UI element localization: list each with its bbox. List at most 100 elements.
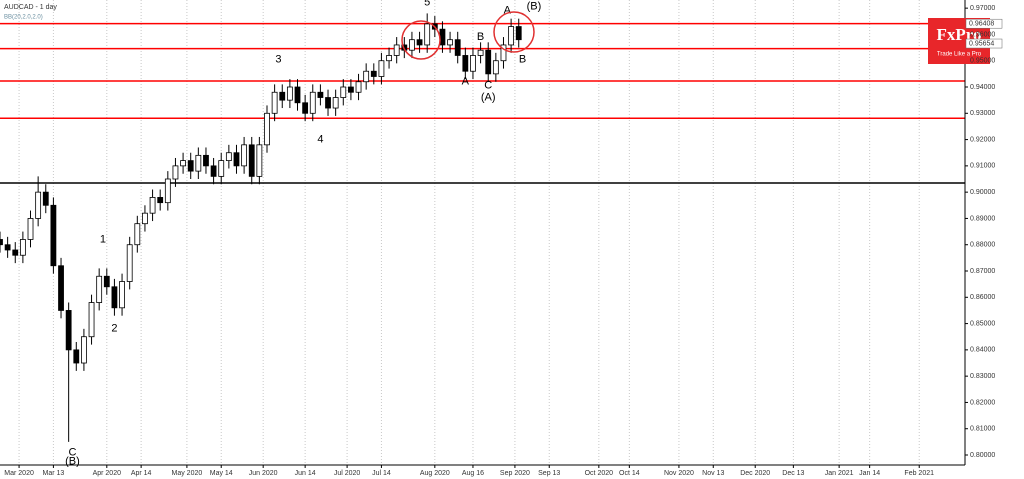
candle-body <box>65 310 72 351</box>
candle-body <box>508 26 515 46</box>
grid-layer <box>18 0 968 468</box>
candle-body <box>164 178 171 204</box>
x-tick-label: Jun 2020 <box>249 470 278 477</box>
candle-body <box>88 302 95 338</box>
x-tick-label: Aug 16 <box>462 470 484 477</box>
x-tick-label: Apr 14 <box>131 470 152 477</box>
highlight-circle <box>401 20 441 60</box>
x-tick-label: Oct 14 <box>619 470 640 477</box>
wave-label: B <box>519 53 526 65</box>
x-tick-label: Mar 2020 <box>4 470 34 477</box>
price-label: 0.95654 <box>969 40 994 47</box>
candle-body <box>42 191 49 206</box>
candle-body <box>19 239 26 256</box>
candle-body <box>96 275 103 303</box>
candles-layer <box>0 13 522 442</box>
y-tick-label: 0.87000 <box>970 268 995 275</box>
x-tick-label: Aug 2020 <box>420 470 450 477</box>
x-tick-label: Mar 13 <box>43 470 65 477</box>
candle-body <box>35 191 42 219</box>
candle-body <box>58 265 64 311</box>
candle-body <box>485 49 492 75</box>
candle-body <box>27 218 34 240</box>
wave-label: (A) <box>481 91 496 103</box>
chart-title: AUDCAD - 1 day <box>4 4 57 11</box>
candle-body <box>172 165 179 180</box>
x-tick-label: May 14 <box>210 470 233 477</box>
highlight-circle <box>493 11 535 53</box>
y-tick-label: 0.88000 <box>970 242 995 249</box>
candle-body <box>477 49 484 56</box>
candle-body <box>81 336 87 364</box>
wave-label: A <box>462 76 470 88</box>
candle-body <box>126 244 133 282</box>
candle-body <box>12 249 19 256</box>
candle-body <box>302 102 309 114</box>
candle-body <box>386 55 392 62</box>
candle-body <box>286 86 293 101</box>
y-tick-label: 0.81000 <box>970 426 995 433</box>
candle-body <box>325 97 331 109</box>
candle-body <box>309 91 316 114</box>
x-tick-label: Sep 13 <box>538 470 560 477</box>
candle-body <box>271 91 278 114</box>
candle-body <box>4 244 11 251</box>
x-tick-label: Apr 2020 <box>93 470 122 477</box>
levels-layer <box>0 22 965 184</box>
y-tick-label: 0.90000 <box>970 189 995 196</box>
candle-body <box>424 23 431 46</box>
y-tick-label: 0.95000 <box>970 58 995 65</box>
wave-label: C <box>68 446 76 458</box>
y-tick-label: 0.92000 <box>970 136 995 143</box>
candle-body <box>0 239 3 246</box>
candle-body <box>119 281 125 309</box>
candle-body <box>180 160 186 167</box>
candle-body <box>462 55 469 72</box>
candle-body <box>241 144 248 167</box>
x-tick-label: Jan 14 <box>859 470 880 477</box>
wave-label: 2 <box>111 323 117 335</box>
x-tick-label: Dec 13 <box>782 470 804 477</box>
candle-body <box>447 39 453 46</box>
candle-body <box>157 197 164 204</box>
y-tick-label: 0.80000 <box>970 452 995 459</box>
y-tick-label: 0.97000 <box>970 5 995 12</box>
y-tick-label: 0.82000 <box>970 399 995 406</box>
price-label-box <box>965 38 1003 49</box>
x-tick-label: Nov 13 <box>702 470 724 477</box>
indicator-label: BB(20,2.0,2.0) <box>4 15 43 21</box>
candle-body <box>73 349 80 364</box>
x-tick-label: Jun 14 <box>295 470 316 477</box>
x-tick-label: Sep 2020 <box>500 470 530 477</box>
y-tick-label: 0.94000 <box>970 84 995 91</box>
wave-label: (B) <box>65 455 80 467</box>
candle-body <box>134 223 141 246</box>
x-tick-label: Jul 14 <box>372 470 391 477</box>
candle-body <box>294 86 301 104</box>
candle-body <box>256 144 263 177</box>
wave-label: C <box>484 80 492 92</box>
y-tick-label: 0.83000 <box>970 373 995 380</box>
candle-body <box>370 70 377 77</box>
candle-body <box>149 197 156 214</box>
wave-label: 4 <box>317 133 323 145</box>
x-tick-label: Nov 2020 <box>664 470 694 477</box>
wave-label: 1 <box>100 233 106 245</box>
candle-body <box>248 144 255 177</box>
wave-label: B <box>477 31 484 43</box>
y-tick-label: 0.85000 <box>970 320 995 327</box>
candle-body <box>225 152 232 162</box>
x-tick-label: May 2020 <box>172 470 203 477</box>
candle-body <box>340 86 347 98</box>
price-label-box <box>965 18 1003 29</box>
candle-body <box>203 154 209 167</box>
candle-body <box>317 91 324 98</box>
candle-body <box>279 91 286 101</box>
y-tick-label: 0.91000 <box>970 163 995 170</box>
wave-label: 5 <box>424 0 430 8</box>
x-tick-label: Oct 2020 <box>585 470 614 477</box>
candle-body <box>515 26 522 41</box>
